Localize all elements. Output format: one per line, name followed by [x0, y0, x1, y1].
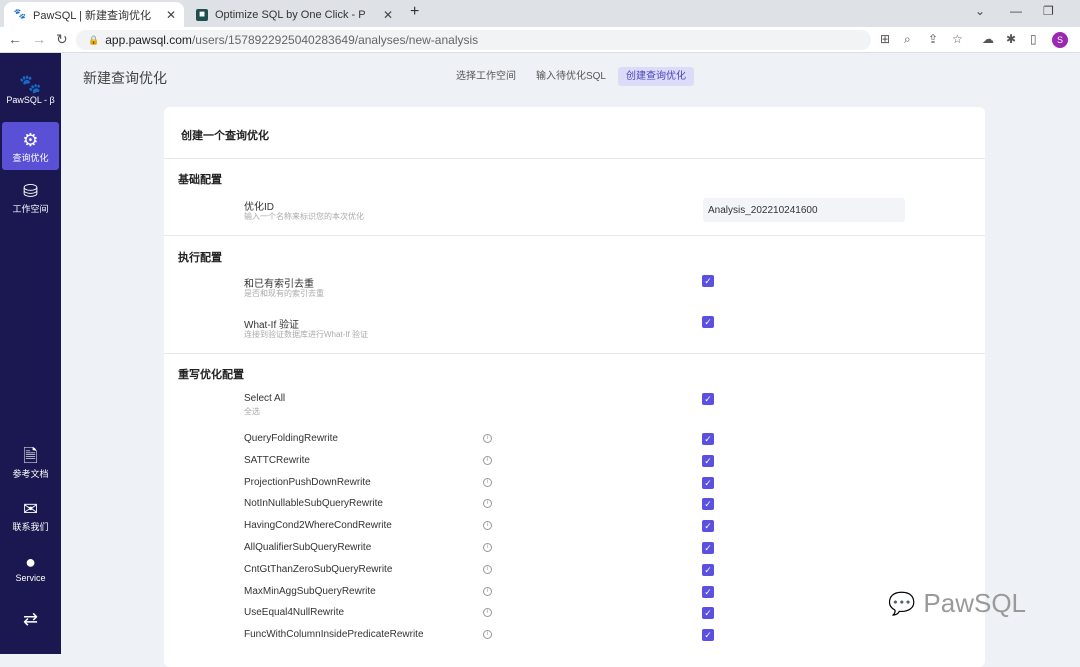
section-rewrite: 重写优化配置: [178, 369, 244, 381]
browser-tab[interactable]: ■ Optimize SQL by One Click - P ✕: [186, 2, 401, 27]
info-icon[interactable]: i: [483, 455, 492, 465]
rewrite-rule-label: QueryFoldingRewrite: [244, 433, 338, 444]
sidebar-item-optimize[interactable]: ⚙ 查询优化: [2, 122, 59, 170]
puzzle-icon[interactable]: ✱: [1006, 32, 1017, 46]
sidebar-logo[interactable]: 🐾 PawSQL - β: [6, 74, 55, 105]
wechat-icon: 💬: [888, 590, 916, 616]
sidebar-item-workspace[interactable]: ⛁ 工作空间: [12, 180, 49, 214]
divider: [164, 235, 985, 236]
rewrite-rule-checkbox[interactable]: ✓: [702, 629, 714, 642]
browser-tab-bar: 🐾 PawSQL | 新建查询优化 ✕ ■ Optimize SQL by One C…: [0, 0, 1080, 27]
divider: [164, 353, 985, 354]
rewrite-rule-label: UseEqual4NullRewrite: [244, 607, 345, 619]
rewrite-rule-label: AllQualifierSubQueryRewrite: [244, 542, 372, 553]
field-label: What-If 验证: [244, 320, 300, 331]
field-hint: 连接到验证数据库进行What-If 验证: [244, 330, 369, 339]
info-icon[interactable]: i: [483, 608, 492, 618]
sidebar-item-language[interactable]: ⇄: [2, 595, 59, 643]
rewrite-rule-checkbox[interactable]: ✓: [702, 433, 714, 445]
step-workspace[interactable]: 选择工作空间: [455, 71, 516, 82]
close-tab-icon[interactable]: ✕: [382, 7, 393, 22]
whatif-checkbox[interactable]: ✓: [702, 316, 714, 328]
rewrite-rule-checkbox[interactable]: ✓: [702, 542, 714, 554]
star-icon[interactable]: ☆: [952, 32, 963, 46]
field-hint: 是否和现有的索引去重: [244, 289, 324, 298]
step-create[interactable]: 创建查询优化: [618, 67, 694, 86]
optimize-icon: ⚙: [22, 129, 39, 150]
restore-button[interactable]: ❐: [1043, 4, 1054, 18]
sidebar-item-contact[interactable]: ✉ 联系我们: [12, 498, 49, 532]
divider: [164, 158, 985, 159]
sidebar-item-service[interactable]: ● Service: [15, 552, 46, 583]
url-input[interactable]: 🔒 app.pawsql.com/users/157892292504028364…: [76, 30, 871, 50]
reload-icon[interactable]: ↻: [56, 31, 68, 47]
rewrite-rule-checkbox[interactable]: ✓: [702, 476, 714, 489]
close-tab-icon[interactable]: ✕: [165, 7, 176, 22]
field-label: 和已有索引去重: [244, 279, 314, 290]
tab-search-icon[interactable]: ⌄: [975, 4, 986, 18]
rewrite-rule-checkbox[interactable]: ✓: [702, 454, 714, 467]
info-icon[interactable]: i: [483, 499, 492, 509]
address-bar: ← → ↻ 🔒 app.pawsql.com/users/157892292504…: [0, 27, 1080, 53]
rewrite-rule-label: CntGtThanZeroSubQueryRewrite: [244, 563, 393, 575]
browser-tab-active[interactable]: 🐾 PawSQL | 新建查询优化 ✕: [4, 2, 184, 27]
step-input-sql[interactable]: 输入待优化SQL: [535, 71, 606, 82]
rewrite-rule-label: HavingCond2WhereCondRewrite: [244, 520, 392, 532]
field-label: Select All: [244, 393, 286, 404]
share-icon[interactable]: ⇪: [928, 32, 939, 46]
back-icon[interactable]: ←: [8, 31, 22, 47]
zoom-icon[interactable]: ⌕: [904, 32, 911, 46]
field-hint: 输入一个名称来标识您的本次优化: [244, 212, 364, 221]
translate-icon: ⇄: [22, 609, 39, 629]
lock-icon: 🔒: [88, 34, 100, 45]
step-nav: 选择工作空间 输入待优化SQL 创建查询优化: [448, 67, 694, 86]
new-tab-button[interactable]: +: [410, 3, 420, 20]
rewrite-rule-checkbox[interactable]: ✓: [702, 498, 714, 511]
app-icon: ■: [196, 8, 208, 21]
info-icon[interactable]: i: [483, 521, 492, 531]
database-icon: ⛁: [22, 180, 39, 201]
profile-avatar[interactable]: S: [1052, 32, 1068, 48]
section-exec: 执行配置: [178, 252, 222, 264]
doc-icon: 🗎: [23, 445, 38, 466]
rewrite-rule-checkbox[interactable]: ✓: [702, 607, 714, 620]
rewrite-rule-label: MaxMinAggSubQueryRewrite: [244, 585, 376, 597]
user-icon: ●: [25, 552, 36, 572]
info-icon[interactable]: i: [483, 564, 492, 574]
paw-icon: 🐾: [19, 74, 42, 94]
rewrite-rule-checkbox[interactable]: ✓: [702, 520, 714, 533]
analysis-id-input[interactable]: [703, 198, 905, 222]
field-label: 优化ID: [244, 202, 274, 213]
section-basic: 基础配置: [178, 174, 222, 186]
info-icon[interactable]: i: [483, 543, 492, 552]
sidebar-item-docs[interactable]: 🗎 参考文档: [12, 445, 49, 479]
page-title: 新建查询优化: [83, 70, 167, 86]
rewrite-rule-checkbox[interactable]: ✓: [702, 585, 714, 598]
translate-icon[interactable]: ⊞: [880, 32, 891, 46]
minimize-button[interactable]: —: [1010, 4, 1022, 18]
dedup-index-checkbox[interactable]: ✓: [702, 275, 714, 287]
field-hint: 全选: [244, 407, 260, 416]
rewrite-rule-checkbox[interactable]: ✓: [702, 563, 714, 576]
form-title: 创建一个查询优化: [181, 130, 269, 142]
sidepanel-icon[interactable]: ▯: [1030, 32, 1037, 46]
sidebar: 🐾 PawSQL - β ⚙ 查询优化 ⛁ 工作空间 🗎 参考文档 ✉ 联系我们 ● Ser…: [0, 53, 61, 654]
select-all-checkbox[interactable]: ✓: [702, 393, 714, 405]
info-icon[interactable]: i: [483, 586, 492, 596]
rewrite-rule-label: SATTCRewrite: [244, 454, 310, 466]
info-icon[interactable]: i: [483, 630, 492, 640]
paw-icon: 🐾: [13, 9, 27, 20]
info-icon[interactable]: i: [483, 477, 492, 487]
create-analysis-form: 创建一个查询优化 基础配置 优化ID 输入一个名称来标识您的本次优化 执行配置 …: [164, 107, 985, 667]
contact-icon: ✉: [22, 498, 39, 519]
rewrite-rule-label: NotInNullableSubQueryRewrite: [244, 498, 383, 510]
forward-icon[interactable]: →: [32, 31, 46, 47]
rewrite-rule-label: FuncWithColumnInsidePredicateRewrite: [244, 629, 424, 641]
extension-icon[interactable]: ☁: [982, 32, 994, 46]
watermark: 💬 PawSQL: [888, 588, 1027, 618]
rewrite-rule-label: ProjectionPushDownRewrite: [244, 476, 371, 488]
info-icon[interactable]: i: [483, 434, 492, 443]
